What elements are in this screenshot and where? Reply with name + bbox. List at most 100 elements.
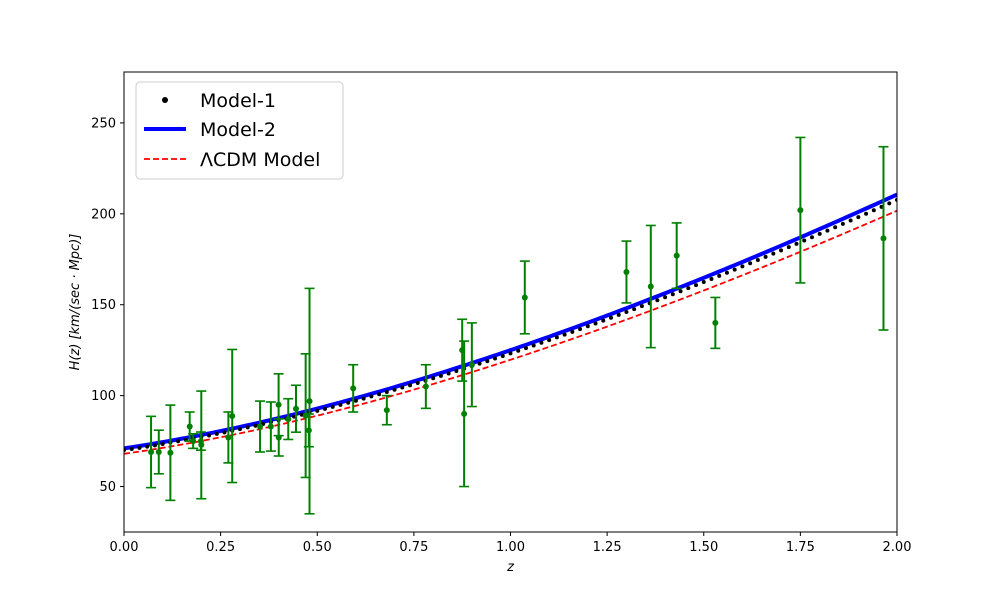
observation-point [223,411,234,464]
model1-point [516,348,521,353]
x-tick-label: 1.75 [786,540,815,555]
observation-point [519,260,530,335]
model1-point [717,273,722,278]
model1-point [709,276,714,281]
model1-point [554,335,559,340]
model1-point [446,371,451,376]
model1-point [322,406,327,411]
observation-point [381,394,392,426]
y-tick-label: 150 [91,298,116,313]
model1-point [848,218,853,223]
observation-point [645,224,656,349]
model1-point [176,439,181,444]
model1-point [887,201,892,206]
model1-point [570,329,575,334]
y-tick-label: 100 [91,389,116,404]
model1-point [701,280,706,285]
model1-point [856,215,861,220]
model1-point [779,248,784,253]
model1-point [152,443,157,448]
y-axis-ticks: 50 100 150 200 250 [91,116,124,495]
model1-point [237,427,242,432]
y-tick-label: 200 [91,207,116,222]
model1-point [825,228,830,233]
observation-point [196,390,207,500]
model1-point [485,359,490,364]
x-tick-label: 2.00 [883,540,912,555]
model1-point [864,211,869,216]
observation-point [304,287,315,515]
model1-point [408,383,413,388]
model1-point [817,231,822,236]
model1-point [431,376,436,381]
observation-point [153,429,164,475]
model1-point [771,251,776,256]
x-axis-ticks: 0.00 0.25 0.50 0.75 1.00 1.25 1.50 1.75 2.00 [110,532,912,555]
model1-point [539,340,544,345]
x-tick-label: 0.50 [303,540,332,555]
model1-point [786,245,791,250]
model1-point [809,235,814,240]
model1-point [678,289,683,294]
model1-point [369,394,374,399]
x-tick-label: 1.50 [689,540,718,555]
model1-point [493,356,498,361]
model1-point [547,338,552,343]
model1-point [732,267,737,272]
legend-box [135,81,344,180]
observational-data [146,136,889,515]
legend: Model-1 Model-2 ΛCDM Model [135,81,344,180]
model1-point [655,298,660,303]
observation-point [459,340,470,488]
legend-model1-marker [162,97,168,103]
observation-point [621,240,632,304]
observation-point [710,296,721,350]
observation-point [227,348,238,484]
model1-point [384,390,389,395]
model1-point [438,373,443,378]
legend-lcdm-label: ΛCDM Model [200,149,320,171]
model1-point [670,292,675,297]
observation-point [671,222,682,290]
model1-point [214,431,219,436]
legend-model1-label: Model-1 [200,90,276,112]
legend-model2-label: Model-2 [200,119,276,141]
model1-point [145,444,150,449]
model1-point [523,346,528,351]
x-tick-label: 1.00 [496,540,525,555]
model1-point [222,430,227,435]
observation-point [795,136,806,284]
observation-point [255,400,266,453]
x-tick-label: 1.25 [593,540,622,555]
model1-point [137,445,142,450]
model1-point [724,270,729,275]
model1-point [245,425,250,430]
model1-point [871,208,876,213]
model1-point [400,385,405,390]
model1-point [840,221,845,226]
lcdm-curve [124,209,897,455]
model1-point [755,258,760,263]
model1-point [129,447,134,452]
observation-point [165,404,176,502]
model1-point [632,307,637,312]
model1-point [330,404,335,409]
model1-point [578,327,583,332]
model1-point [415,380,420,385]
model1-point [253,423,258,428]
model1-point [361,396,366,401]
model1-point [207,433,212,438]
model1-point [508,351,513,356]
model1-point [531,343,536,348]
model1-point [663,295,668,300]
observation-point [273,418,284,457]
model1-point [616,312,621,317]
x-axis-label: z [506,560,515,575]
observation-point [420,363,431,410]
model1-point [624,310,629,315]
model1-point [500,353,505,358]
y-tick-label: 250 [91,116,116,131]
model1-point [353,398,358,403]
model1-point [562,332,567,337]
